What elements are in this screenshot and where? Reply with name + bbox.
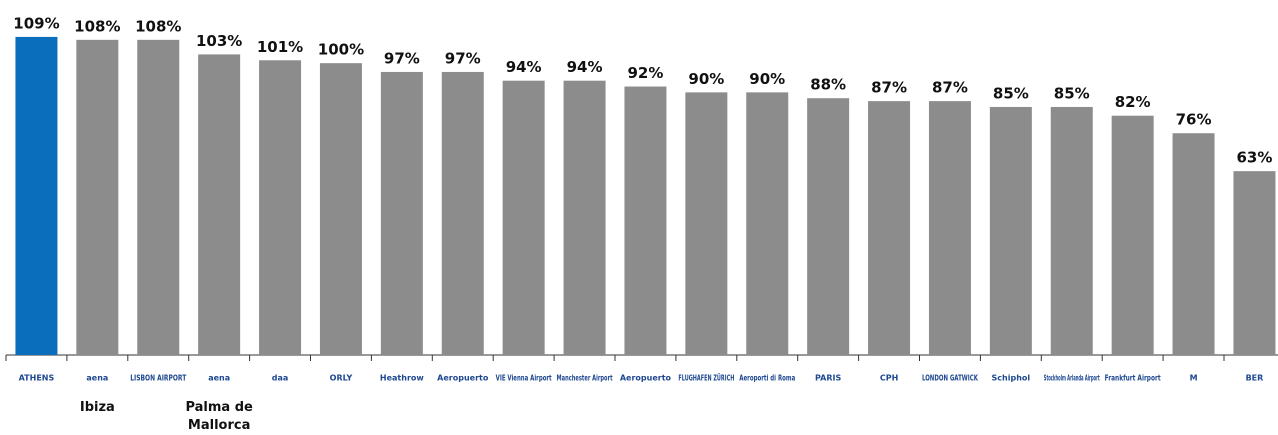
- bar: [137, 39, 180, 355]
- bar: [1233, 171, 1276, 355]
- bar: [928, 101, 971, 355]
- category-logo-label: PARIS: [815, 374, 841, 383]
- category-logo-label: ORLY: [330, 374, 353, 383]
- bar: [807, 98, 850, 355]
- bar: [989, 106, 1032, 355]
- value-label: 108%: [74, 17, 120, 35]
- value-label: 109%: [13, 14, 59, 32]
- category-logo-label: FLUGHAFEN ZÜRICH: [678, 373, 734, 383]
- category-logo-label: Frankfurt Airport: [1105, 374, 1161, 383]
- bar: [1172, 133, 1215, 355]
- category-logo-label: M: [1190, 374, 1198, 383]
- value-label: 82%: [1115, 93, 1151, 111]
- bar: [198, 54, 241, 355]
- category-logo-label: Stockholm Arlanda Airport: [1044, 374, 1100, 383]
- category-logo-label: Aeropuerto: [437, 374, 489, 383]
- category-logo-label: aena: [208, 374, 230, 383]
- value-label: 97%: [384, 49, 420, 67]
- category-logo-label: CPH: [880, 374, 898, 383]
- category-logo-label: VIE Vienna Airport: [496, 374, 552, 383]
- category-logo-label: daa: [272, 374, 289, 383]
- bar: [1111, 115, 1154, 355]
- bar: [259, 60, 302, 355]
- category-logo-label: LONDON GATWICK: [922, 374, 979, 383]
- bar: [441, 71, 484, 355]
- bar: [76, 39, 119, 355]
- category-logo-label: Aeropuerto: [620, 374, 672, 383]
- bar: [1050, 106, 1093, 355]
- category-logo-label: Schiphol: [992, 374, 1031, 383]
- category-sublabel: Palma de Mallorca: [185, 400, 253, 433]
- bar: [746, 92, 789, 355]
- bar: [502, 80, 545, 355]
- category-sublabel: Ibiza: [79, 400, 115, 415]
- bar: [319, 63, 362, 355]
- value-label: 76%: [1176, 111, 1212, 129]
- bar: [15, 36, 58, 355]
- category-logo-label: Manchester Airport: [557, 374, 613, 383]
- value-label: 87%: [932, 79, 968, 97]
- value-label: 85%: [993, 84, 1029, 102]
- category-logo-label: BER: [1246, 374, 1264, 383]
- bar: [624, 86, 667, 355]
- category-logo-label: aena: [86, 374, 108, 383]
- category-logo-label: Aeroporti di Roma: [739, 374, 795, 383]
- bar: [868, 101, 911, 355]
- category-logo-label: ATHENS: [19, 374, 55, 383]
- value-label: 88%: [810, 76, 846, 94]
- value-label: 94%: [567, 58, 603, 76]
- value-label: 108%: [135, 17, 181, 35]
- value-label: 92%: [627, 64, 663, 82]
- value-label: 103%: [196, 32, 242, 50]
- value-label: 90%: [749, 70, 785, 88]
- value-label: 63%: [1236, 149, 1272, 167]
- value-label: 97%: [445, 49, 481, 67]
- value-label: 100%: [318, 41, 364, 59]
- value-label: 94%: [506, 58, 542, 76]
- category-logo-label: LISBON AIRPORT: [130, 374, 186, 383]
- bar: [685, 92, 728, 355]
- value-label: 101%: [257, 38, 303, 56]
- bar: [380, 71, 423, 355]
- category-logo-label: Heathrow: [380, 374, 424, 383]
- value-label: 87%: [871, 79, 907, 97]
- value-label: 85%: [1054, 84, 1090, 102]
- bar: [563, 80, 606, 355]
- value-label: 90%: [688, 70, 724, 88]
